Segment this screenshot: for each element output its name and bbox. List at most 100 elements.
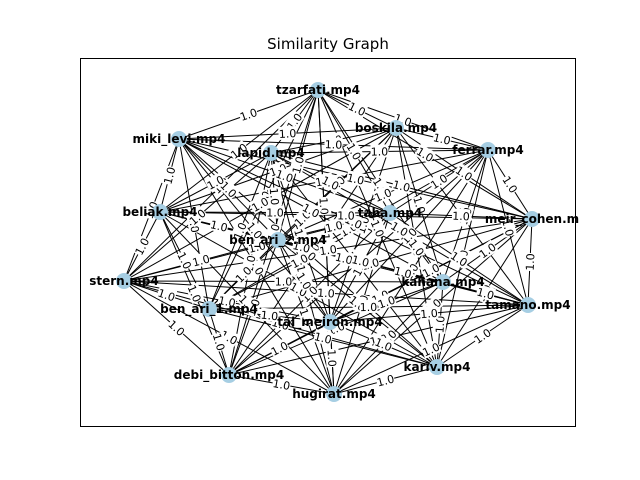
node-label-ben_ari_1: ben_ari_1.mp4 xyxy=(160,302,258,317)
node-tal_meiron xyxy=(322,314,338,330)
edge-weight-label-background xyxy=(372,334,395,354)
node-label-meir_cohen: meir_cohen.m xyxy=(485,212,579,227)
edge-weight-label: 1.0 xyxy=(312,328,334,347)
edge-weight-label: 1.0 xyxy=(334,249,355,268)
edge-weight-label-background xyxy=(156,285,178,304)
edge-weight-label-background xyxy=(227,139,250,162)
edge-weight-text: 1.0 xyxy=(475,285,495,302)
edge-weight-label-background xyxy=(371,185,394,205)
edge-weight-text: 1.0 xyxy=(391,178,411,195)
edge-weight-label-background xyxy=(288,250,311,271)
edge-weight-text: 1.0 xyxy=(432,131,452,148)
node-tamano xyxy=(520,297,536,313)
edge-weight-label-background xyxy=(316,285,336,300)
node-label-miki_levi: miki_levi.mp4 xyxy=(133,132,226,147)
edge-weight-label-background xyxy=(419,339,442,359)
node-stern xyxy=(116,273,132,289)
edge-weight-text: 1.0 xyxy=(337,209,355,222)
edge-weight-label-background xyxy=(397,224,420,247)
node-label-tal_meiron: tal_meiron.mp4 xyxy=(277,315,382,330)
edge-weight-label: 1.0 xyxy=(370,144,389,159)
edge-weight-label: 1.0 xyxy=(291,238,312,256)
edge-weight-text: 1.0 xyxy=(210,332,228,353)
edge-weight-label-background xyxy=(160,165,178,186)
edge-weight-label: 1.0 xyxy=(230,220,250,242)
edge-weight-text: 1.0 xyxy=(373,336,394,355)
edge-weight-label-background xyxy=(237,104,259,124)
edge-weight-label-background xyxy=(297,306,316,328)
edge-weight-label-background xyxy=(500,173,521,196)
edge-weight-label-background xyxy=(165,316,188,339)
edge-weight-label-background xyxy=(344,140,365,163)
edge-weight-text: 1.0 xyxy=(334,251,354,268)
edge-weight-label-background xyxy=(204,172,227,193)
node-ferrar xyxy=(480,142,496,158)
edge-weight-label: 1.0 xyxy=(359,299,378,314)
edge-weight-label: 1.0 xyxy=(208,217,230,235)
edge-weight-text: 1.0 xyxy=(278,127,296,141)
edge-weight-label-background xyxy=(294,269,315,292)
edge-weight-label-background xyxy=(325,348,340,368)
edge-weight-label: 1.0 xyxy=(274,166,296,186)
edge-weight-label: 1.0 xyxy=(210,331,229,352)
edge-weight-text: 1.0 xyxy=(245,297,263,318)
edge-weight-label: 1.0 xyxy=(323,217,345,235)
edge-weight-text: 1.0 xyxy=(368,218,387,239)
node-label-stern: stern.mp4 xyxy=(89,274,158,288)
edge-weight-label-background xyxy=(300,200,323,221)
edge-weight-text: 1.0 xyxy=(247,239,267,256)
edge-weight-text: 1.0 xyxy=(209,218,229,235)
edge-weight-label-background xyxy=(453,162,476,184)
edge-weight-label-background xyxy=(336,208,356,222)
node-debi_bitton xyxy=(221,367,237,383)
edge-weight-text: 1.0 xyxy=(290,155,307,175)
node-label-taha: taha.mp4 xyxy=(358,206,422,220)
edge-weight-label: 1.0 xyxy=(156,285,178,304)
node-label-tzarfati: tzarfati.mp4 xyxy=(276,83,360,97)
edge-weight-label: 1.0 xyxy=(190,251,211,270)
edge-weight-label-background xyxy=(370,144,389,158)
edge-weight-label-background xyxy=(499,217,518,238)
node-label-tamano: tamano.mp4 xyxy=(485,298,570,312)
edge-weight-label-background xyxy=(432,315,447,334)
edge-weight-text: 1.0 xyxy=(325,349,339,367)
edge-weight-label: 1.0 xyxy=(160,165,178,186)
edge-weight-label-background xyxy=(312,328,334,347)
node-label-lapid: lapid.mp4 xyxy=(237,146,305,160)
edge-weight-label-background xyxy=(414,143,437,165)
node-ben_ari_2 xyxy=(270,232,286,248)
node-label-hugirat: hugirat.mp4 xyxy=(292,387,376,401)
edge-weight-label-background xyxy=(475,284,497,302)
edge-weight-label-background xyxy=(274,166,296,185)
edge-weight-label-background xyxy=(419,260,442,280)
edge-weight-label-background xyxy=(411,194,429,216)
edge-weight-text: 1.0 xyxy=(266,206,284,219)
edge-weight-label-background xyxy=(265,205,285,219)
edge-weight-text: 1.0 xyxy=(433,315,447,333)
edge-weight-label: 1.0 xyxy=(278,126,297,141)
edge-weight-text: 1.0 xyxy=(272,377,292,393)
nodes-layer xyxy=(116,82,540,402)
edge-weight-label-background xyxy=(471,325,494,347)
edge-weight-text: 1.0 xyxy=(350,253,370,270)
node-tzarfati xyxy=(310,82,326,98)
edge-weight-label: 1.0 xyxy=(375,371,396,389)
edge-weight-label-background xyxy=(291,238,312,255)
edge-weight-label-background xyxy=(359,299,378,314)
edge-weight-label: 1.0 xyxy=(243,296,263,318)
edge-weight-label-background xyxy=(230,220,249,242)
edge-weight-label: 1.0 xyxy=(393,263,414,281)
edge-weight-text: 1.0 xyxy=(296,307,314,328)
edge-weight-text: 1.0 xyxy=(393,264,413,281)
edge-weight-label: 1.0 xyxy=(318,241,338,258)
edge-weight-label: 1.0 xyxy=(499,217,518,238)
edge-weight-label-background xyxy=(448,248,471,269)
edge-weight-label-background xyxy=(319,172,342,193)
edge-weight-label-background xyxy=(375,292,397,311)
edge-weight-label: 1.0 xyxy=(274,274,293,289)
edge-weight-text: 1.0 xyxy=(161,166,178,186)
edge-weight-label: 1.0 xyxy=(246,237,267,256)
graph-title: Similarity Graph xyxy=(267,35,389,53)
edge-weight-label-background xyxy=(388,218,411,239)
edge-weight-label: 1.0 xyxy=(185,282,205,304)
